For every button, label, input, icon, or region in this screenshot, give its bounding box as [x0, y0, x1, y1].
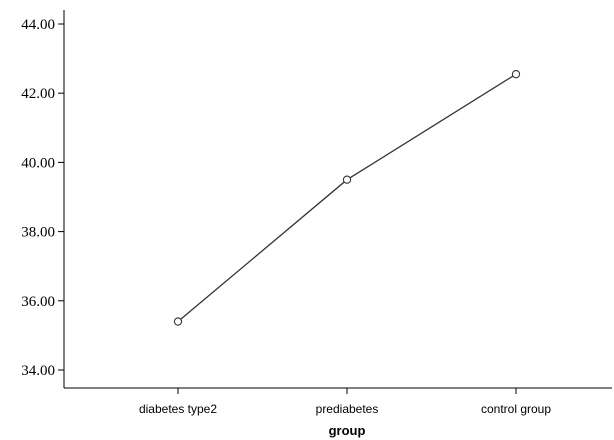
- x-axis: diabetes type2 prediabetes control group: [64, 387, 612, 416]
- plot-area: [173, 70, 521, 326]
- x-tick-label: control group: [481, 402, 551, 416]
- x-tick-label: diabetes type2: [139, 402, 217, 416]
- y-tick-label: 36.00: [21, 294, 55, 310]
- y-tick-label: 38.00: [21, 225, 55, 241]
- x-tick-label: prediabetes: [316, 402, 379, 416]
- data-point: [511, 70, 521, 79]
- y-tick-label: 40.00: [21, 155, 55, 171]
- y-tick-label: 34.00: [21, 363, 55, 379]
- y-tick-label: 42.00: [21, 86, 55, 102]
- y-axis: 34.00 36.00 38.00 40.00 42.00 44.00: [21, 10, 65, 388]
- data-point: [342, 175, 352, 184]
- y-tick-label: 44.00: [21, 17, 55, 33]
- x-axis-title: group: [329, 423, 366, 438]
- data-point: [173, 317, 183, 326]
- series-line: [177, 73, 517, 323]
